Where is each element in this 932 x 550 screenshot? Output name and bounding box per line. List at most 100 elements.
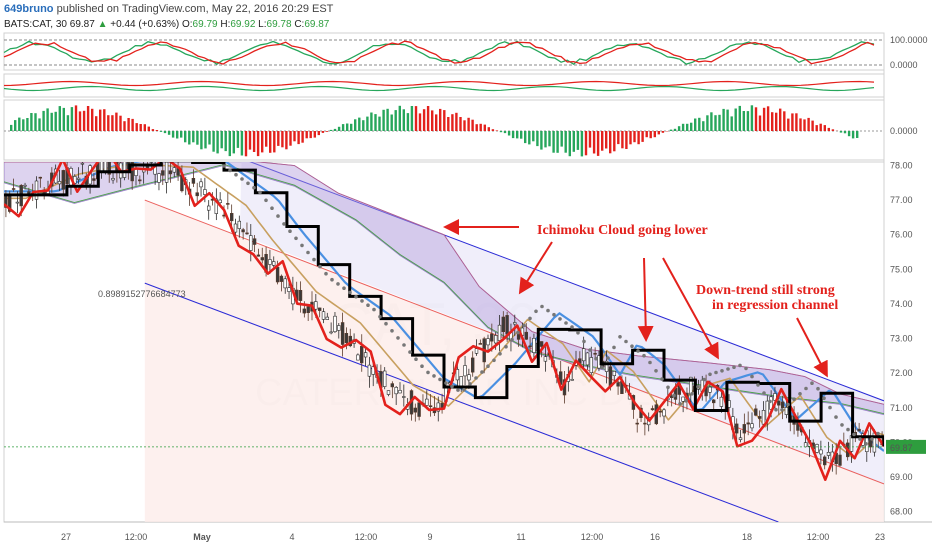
time-tick-label: 12:00 — [581, 532, 604, 542]
candle-body — [306, 306, 310, 314]
candle-body — [279, 275, 284, 282]
hist-bar — [119, 115, 122, 131]
candle-body — [819, 449, 823, 455]
sar-dot — [570, 325, 574, 329]
candle — [168, 162, 173, 183]
hist-bar — [192, 131, 195, 143]
hist-bar — [159, 131, 163, 132]
hist-bar — [787, 118, 790, 131]
time-tick-label: 9 — [427, 532, 432, 542]
sar-dot — [480, 370, 484, 374]
sar-dot — [600, 365, 604, 370]
hist-bar — [70, 107, 74, 131]
hist-bar — [601, 131, 604, 151]
hist-bar — [277, 131, 280, 146]
hist-bar — [180, 131, 183, 138]
candle-body — [746, 422, 750, 425]
candle — [306, 305, 310, 321]
osc1-d-line — [3, 40, 875, 65]
candle — [754, 404, 758, 417]
sar-dot — [546, 308, 550, 313]
sar-dot — [756, 383, 760, 387]
close-label: C: — [294, 19, 305, 30]
sar-dot — [666, 385, 670, 390]
hist-bar — [147, 126, 150, 131]
candle — [585, 352, 590, 370]
sar-dot — [618, 335, 622, 339]
hist-bar — [135, 123, 138, 131]
candle-body — [57, 181, 62, 185]
hist-bar — [730, 116, 733, 131]
candle-body — [398, 389, 402, 394]
hist-bar — [584, 131, 588, 156]
candle — [513, 314, 517, 336]
candle — [746, 411, 750, 436]
candle-body — [337, 325, 341, 331]
sar-dot — [486, 364, 490, 369]
hist-bar — [552, 131, 555, 153]
candle — [249, 224, 253, 262]
sar-dot — [390, 329, 394, 333]
sar-dot — [792, 397, 796, 402]
hist-bar — [851, 131, 855, 139]
hist-bar — [402, 109, 405, 131]
hist-bar — [22, 119, 25, 131]
candle — [532, 333, 536, 359]
hist-bar — [386, 108, 389, 131]
sar-dot — [810, 381, 814, 386]
annotations: Ichimoku Cloud going lower Down-trend sti… — [443, 219, 838, 378]
sar-dot — [258, 190, 262, 195]
sar-dot — [426, 370, 430, 375]
sar-dot — [840, 423, 844, 427]
sar-dot — [708, 372, 712, 377]
candle-body — [604, 360, 609, 372]
sar-dot — [774, 407, 778, 412]
candle-body — [505, 315, 509, 335]
candle-body — [203, 189, 207, 195]
close-value: 69.87 — [304, 19, 330, 30]
candle-body — [23, 184, 27, 187]
hist-bar — [657, 131, 660, 135]
hist-bar — [815, 125, 818, 131]
hist-bar — [269, 131, 272, 153]
hist-bar — [706, 115, 709, 131]
hist-bar — [580, 131, 584, 157]
hist-bar — [297, 131, 300, 145]
sar-dot — [240, 177, 244, 181]
candle — [256, 248, 261, 257]
candle — [386, 390, 391, 397]
candle — [61, 169, 66, 197]
time-tick-label: 12:00 — [355, 532, 378, 542]
candle — [757, 410, 762, 428]
candle-body — [314, 301, 318, 310]
hist-bar — [66, 115, 70, 131]
hist-bar — [103, 109, 106, 131]
sar-dot — [828, 405, 832, 410]
hist-bar — [475, 124, 478, 131]
hist-bar — [479, 123, 482, 131]
author-link[interactable]: 649bruno — [4, 3, 54, 15]
candle-body — [734, 423, 739, 434]
sar-dot — [330, 277, 334, 282]
candle-body — [738, 437, 743, 440]
hist-bar — [273, 131, 276, 153]
hist-bar — [163, 131, 167, 134]
candle — [635, 418, 639, 433]
candle — [822, 455, 827, 470]
candle-body — [76, 177, 81, 180]
candle-body — [256, 254, 261, 257]
candle — [245, 222, 249, 235]
candle — [750, 412, 754, 432]
candle-body — [61, 170, 66, 190]
sar-dot — [354, 294, 358, 299]
sar-dot — [834, 415, 838, 419]
sar-dot — [594, 356, 598, 361]
hist-bar — [827, 127, 830, 131]
candle-body — [15, 201, 20, 204]
sar-dot — [264, 198, 268, 203]
hist-bar — [690, 122, 693, 131]
candle-body — [719, 396, 724, 407]
hist-bar — [754, 107, 758, 131]
candle — [643, 416, 647, 436]
